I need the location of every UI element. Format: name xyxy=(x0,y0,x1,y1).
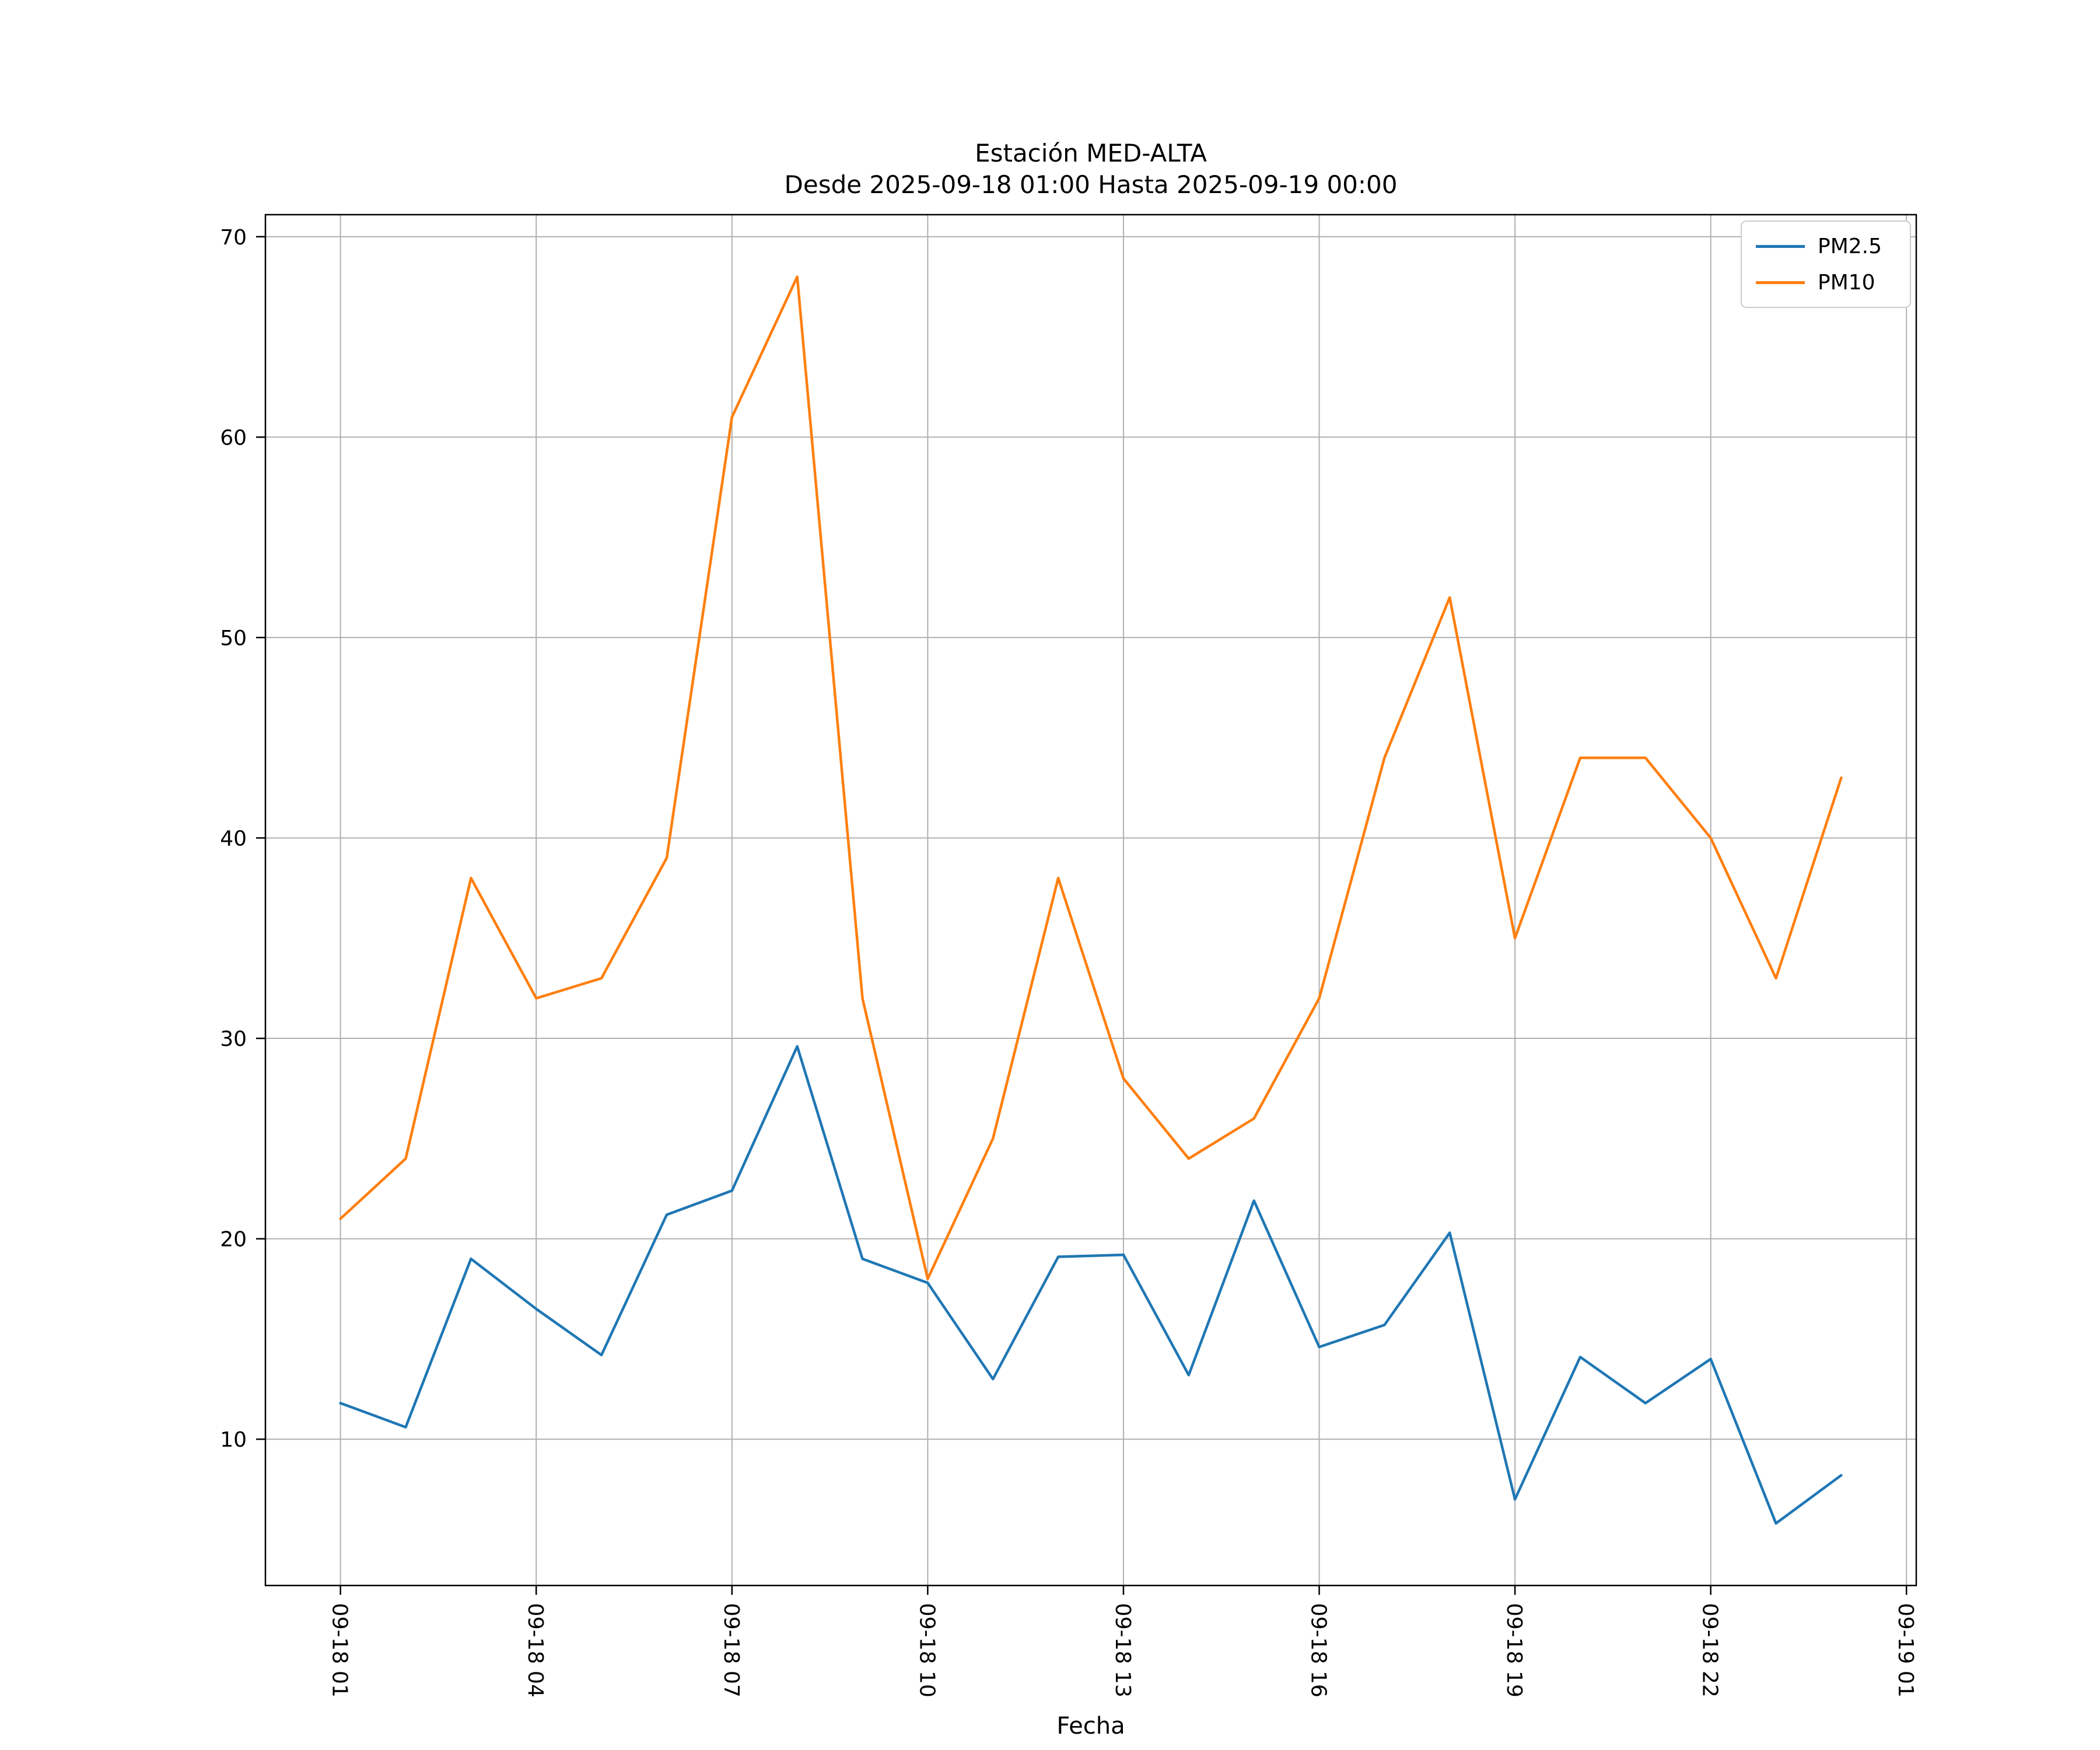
x-tick-label: 09-18 04 xyxy=(523,1603,547,1698)
y-tick-label: 20 xyxy=(220,1228,247,1252)
y-tick-label: 30 xyxy=(220,1027,247,1051)
y-tick-label: 70 xyxy=(220,226,247,250)
series-line-pm25 xyxy=(339,1045,1843,1525)
x-tick-label: 09-18 13 xyxy=(1111,1603,1135,1698)
x-tick-label: 09-18 10 xyxy=(915,1603,939,1698)
legend-item-pm10: PM10 xyxy=(1756,267,1896,298)
legend-label-pm10: PM10 xyxy=(1818,270,1875,295)
y-tick-label: 40 xyxy=(220,827,247,850)
pm25-line-swatch xyxy=(1756,244,1805,248)
x-axis-label: Fecha xyxy=(1056,1713,1125,1740)
series-line-pm10 xyxy=(339,275,1843,1280)
y-tick-label: 50 xyxy=(220,626,247,650)
chart-title-line1: Estación MED-ALTA xyxy=(975,139,1207,167)
x-tick-label: 09-18 16 xyxy=(1307,1603,1331,1698)
legend: PM2.5 PM10 xyxy=(1741,220,1911,308)
pm10-line-swatch xyxy=(1756,281,1805,284)
legend-item-pm25: PM2.5 xyxy=(1756,231,1896,261)
chart-title-line2: Desde 2025-09-18 01:00 Hasta 2025-09-19 … xyxy=(784,170,1398,199)
plot-border xyxy=(264,214,1917,1587)
x-tick-label: 09-18 07 xyxy=(719,1603,743,1698)
chart-title: Estación MED-ALTA Desde 2025-09-18 01:00… xyxy=(265,138,1916,201)
x-tick-label: 09-18 19 xyxy=(1502,1603,1526,1698)
legend-label-pm25: PM2.5 xyxy=(1818,234,1882,258)
y-tick-label: 10 xyxy=(220,1428,247,1452)
y-tick-label: 60 xyxy=(220,426,247,450)
x-tick-label: 09-18 01 xyxy=(328,1603,352,1698)
x-tick-label: 09-18 22 xyxy=(1698,1603,1722,1698)
x-tick-label: 09-19 01 xyxy=(1894,1603,1917,1698)
